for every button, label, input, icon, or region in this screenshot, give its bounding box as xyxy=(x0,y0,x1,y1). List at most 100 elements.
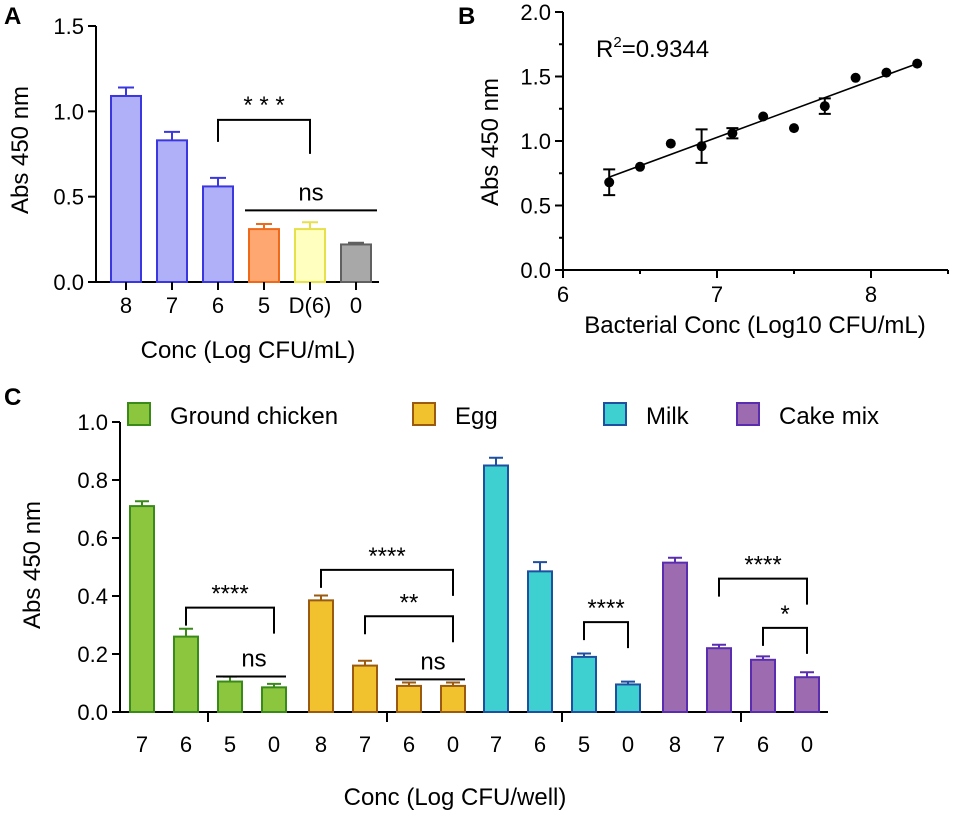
panel-c-x-tick-label: 6 xyxy=(403,732,415,757)
panel-c-bar xyxy=(527,570,553,713)
panel-a-y-tick-label: 0.5 xyxy=(53,185,84,210)
panel-a-x-tick-label: 7 xyxy=(166,293,178,318)
panel-b-point xyxy=(912,58,923,69)
panel-b-point xyxy=(881,67,892,78)
panel-c-error-bar xyxy=(668,556,682,563)
panel-a-bar xyxy=(156,139,188,283)
panel-c-error-bar xyxy=(267,682,281,688)
panel-a-error-bar xyxy=(302,221,318,230)
panel-c-x-tick-label: 6 xyxy=(757,732,769,757)
panel-a-y-tick-label: 1.0 xyxy=(53,99,84,124)
panel-b-point xyxy=(665,138,676,149)
panel-c-bar xyxy=(615,683,641,714)
panel-a-x-tick-label: D(6) xyxy=(289,293,332,318)
panel-a-y-label: Abs 450 nm xyxy=(7,86,34,214)
panel-b-point xyxy=(758,111,769,122)
panel-c-x-tick-label: 5 xyxy=(224,732,236,757)
panel-a-bar xyxy=(294,228,326,284)
panel-a-x-tick-label: 0 xyxy=(350,293,362,318)
panel-c-error-bar xyxy=(489,456,503,466)
panel-c-bar xyxy=(396,684,422,714)
panel-c-bar xyxy=(217,680,243,713)
panel-a-bar xyxy=(202,185,234,283)
panel-b-point xyxy=(604,177,615,188)
panel-a-x-tick-label: 5 xyxy=(258,293,270,318)
panel-a-bar xyxy=(110,94,142,284)
panel-b-y-label: Abs 450 nm xyxy=(477,78,504,206)
panel-a-bar xyxy=(248,228,280,284)
panel-c-x-tick-label: 0 xyxy=(801,732,813,757)
panel-c-y-tick-label: 0.8 xyxy=(77,468,108,493)
panel-b-point xyxy=(850,72,861,83)
panel-a-x-tick-label: 6 xyxy=(212,293,224,318)
panel-b-point xyxy=(789,123,799,134)
panel-a-error-bar xyxy=(348,241,364,245)
panel-c-legend-swatch xyxy=(412,402,436,426)
panel-c-bar-chart: 0.0 0.2 0.4 0.6 0.8 1.0 Abs 450 nm Conc (Log CF… xyxy=(19,402,879,811)
panel-a-ns-label: ns xyxy=(298,179,323,206)
panel-a-bar-chart: 0.0 0.5 1.0 1.5 Abs 450 nm 8 7 6 5 D(6) 0 Conc (Log… xyxy=(7,14,379,364)
panel-c-error-bar xyxy=(179,627,193,637)
panel-letter-a: A xyxy=(4,3,21,30)
panel-b-point xyxy=(819,101,830,112)
panel-c-x-tick-label: 6 xyxy=(180,732,192,757)
panel-c-legend-swatch xyxy=(736,402,760,426)
panel-c-error-bar xyxy=(800,671,814,678)
panel-c-x-tick-label: 8 xyxy=(315,732,327,757)
panel-c-bracket xyxy=(185,606,275,634)
panel-c-significance: **** xyxy=(744,552,781,579)
panel-c-bracket xyxy=(762,626,808,654)
panel-b-y-tick-label: 2.0 xyxy=(520,0,551,25)
panel-c-x-tick-label: 0 xyxy=(268,732,280,757)
panel-letter-c: C xyxy=(4,384,21,411)
panel-c-ns-label: ns xyxy=(241,646,266,673)
panel-c-x-tick-label: 5 xyxy=(578,732,590,757)
panel-c-legend-label: Ground chicken xyxy=(170,403,338,430)
panel-letter-b: B xyxy=(458,3,475,30)
panel-c-legend-label: Egg xyxy=(455,403,498,430)
panel-b-y-tick-label: 1.5 xyxy=(520,65,551,90)
panel-c-bar xyxy=(750,658,776,713)
panel-c-bar xyxy=(794,676,820,714)
panel-c-error-bar xyxy=(577,652,591,657)
panel-b-scatter-chart: 0.0 0.5 1.0 1.5 2.0 6 7 8 Abs 450 nm Bacterial Co… xyxy=(477,0,949,339)
panel-c-error-bar xyxy=(358,659,372,666)
panel-b-y-tick-label: 0.0 xyxy=(520,258,551,283)
panel-c-bracket xyxy=(583,621,629,649)
panel-c-y-tick-label: 0.6 xyxy=(77,526,108,551)
panel-a-x-tick-label: 8 xyxy=(120,293,132,318)
panel-b-point xyxy=(727,128,738,139)
panel-c-error-bar xyxy=(756,655,770,660)
panel-a-y-tick-label: 1.5 xyxy=(53,14,84,39)
panel-c-significance: ** xyxy=(400,589,419,616)
panel-c-bracket xyxy=(320,568,454,596)
panel-c-significance: * xyxy=(780,601,789,628)
panel-c-error-bar xyxy=(446,681,460,686)
panel-c-x-tick-label: 7 xyxy=(713,732,725,757)
panel-c-x-tick-label: 0 xyxy=(447,732,459,757)
panel-c-error-bar xyxy=(712,643,726,649)
panel-a-significance: * * * xyxy=(243,92,284,119)
panel-c-bracket xyxy=(364,615,454,643)
panel-c-x-tick-label: 7 xyxy=(136,732,148,757)
panel-c-significance: **** xyxy=(211,581,248,608)
panel-c-legend-swatch xyxy=(603,402,627,426)
panel-c-y-tick-label: 0.4 xyxy=(77,584,108,609)
panel-c-error-bar xyxy=(314,594,328,601)
panel-c-bar xyxy=(571,655,597,714)
panel-b-point xyxy=(696,141,707,152)
panel-c-error-bar xyxy=(135,500,149,507)
panel-a-bracket xyxy=(217,118,311,154)
panel-c-significance: **** xyxy=(368,543,405,570)
panel-c-y-tick-label: 1.0 xyxy=(77,410,108,435)
panel-c-x-label: Conc (Log CFU/well) xyxy=(344,784,567,811)
panel-c-error-bar xyxy=(621,680,635,685)
panel-c-x-tick-label: 0 xyxy=(622,732,634,757)
panel-a-error-bar xyxy=(118,86,134,96)
panel-c-y-tick-label: 0.2 xyxy=(77,642,108,667)
panel-c-x-tick-label: 6 xyxy=(534,732,546,757)
panel-b-y-tick-label: 0.5 xyxy=(520,194,551,219)
panel-c-x-tick-label: 7 xyxy=(359,732,371,757)
panel-c-x-tick-label: 8 xyxy=(669,732,681,757)
